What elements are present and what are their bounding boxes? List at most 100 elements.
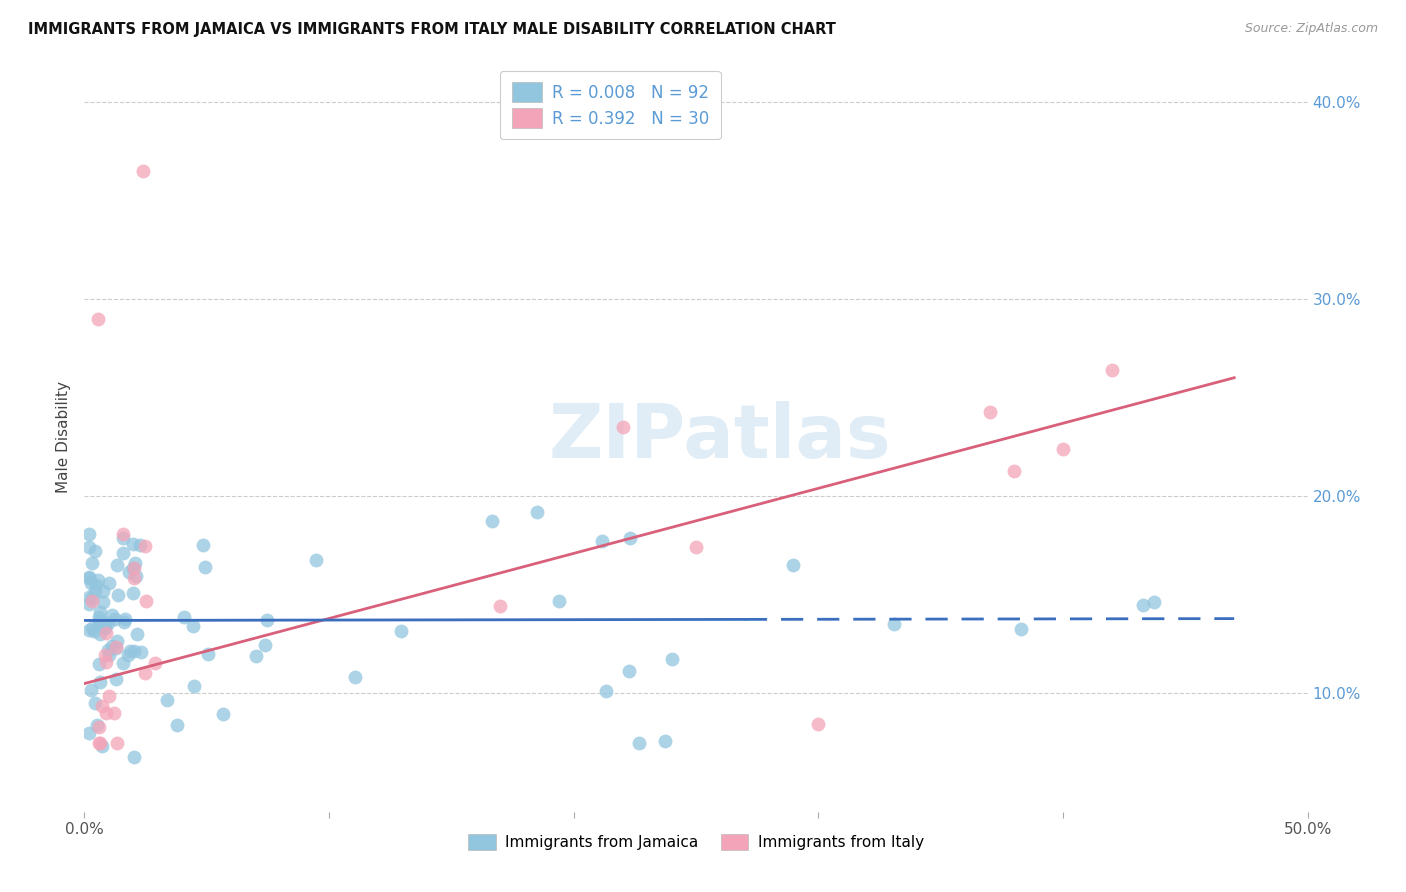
Point	[98, 689, 121, 703]
Point	[481, 514, 503, 528]
Point	[87, 311, 110, 326]
Y-axis label: Male Disability: Male Disability	[56, 381, 72, 493]
Point	[1132, 598, 1154, 612]
Point	[118, 566, 141, 580]
Point	[77, 527, 100, 541]
Point	[129, 538, 152, 552]
Point	[91, 699, 114, 714]
Point	[548, 594, 571, 608]
Point	[77, 726, 100, 740]
Text: IMMIGRANTS FROM JAMAICA VS IMMIGRANTS FROM ITALY MALE DISABILITY CORRELATION CHA: IMMIGRANTS FROM JAMAICA VS IMMIGRANTS FR…	[28, 22, 837, 37]
Point	[125, 568, 148, 582]
Point	[80, 575, 103, 590]
Point	[117, 648, 139, 663]
Point	[134, 539, 156, 553]
Point	[77, 540, 100, 554]
Point	[94, 626, 117, 640]
Point	[782, 558, 804, 572]
Point	[389, 624, 412, 638]
Point	[114, 612, 136, 626]
Point	[1010, 622, 1032, 636]
Point	[111, 546, 134, 560]
Point	[105, 640, 128, 654]
Point	[101, 607, 124, 622]
Point	[121, 561, 143, 575]
Point	[1002, 464, 1025, 478]
Point	[89, 736, 111, 750]
Point	[101, 639, 124, 653]
Point	[121, 585, 143, 599]
Point	[94, 655, 117, 669]
Point	[979, 405, 1001, 419]
Point	[77, 597, 100, 611]
Point	[94, 621, 117, 635]
Legend: Immigrants from Jamaica, Immigrants from Italy: Immigrants from Jamaica, Immigrants from…	[463, 829, 929, 856]
Point	[87, 720, 110, 734]
Point	[122, 571, 145, 585]
Point	[1143, 595, 1166, 609]
Point	[112, 615, 135, 630]
Point	[595, 684, 617, 698]
Point	[89, 675, 111, 690]
Point	[685, 540, 707, 554]
Point	[105, 736, 128, 750]
Point	[87, 610, 110, 624]
Point	[83, 624, 105, 639]
Point	[124, 556, 146, 570]
Point	[619, 531, 641, 545]
Point	[127, 626, 149, 640]
Point	[591, 533, 613, 548]
Point	[143, 656, 166, 670]
Point	[183, 679, 205, 693]
Point	[91, 739, 114, 753]
Point	[107, 588, 129, 602]
Point	[97, 616, 120, 631]
Text: Source: ZipAtlas.com: Source: ZipAtlas.com	[1244, 22, 1378, 36]
Point	[94, 706, 117, 721]
Point	[91, 595, 114, 609]
Point	[156, 693, 179, 707]
Point	[883, 617, 905, 632]
Point	[94, 620, 117, 634]
Point	[211, 707, 233, 722]
Point	[193, 538, 215, 552]
Point	[84, 578, 107, 592]
Point	[77, 570, 100, 584]
Point	[86, 718, 108, 732]
Text: ZIPatlas: ZIPatlas	[550, 401, 891, 474]
Point	[87, 736, 110, 750]
Point	[87, 615, 110, 629]
Point	[104, 641, 127, 656]
Point	[197, 647, 219, 661]
Point	[104, 612, 127, 626]
Point	[80, 682, 103, 697]
Point	[97, 576, 120, 591]
Point	[77, 624, 100, 638]
Point	[118, 644, 141, 658]
Point	[181, 619, 204, 633]
Point	[256, 613, 278, 627]
Point	[1101, 363, 1123, 377]
Point	[194, 560, 217, 574]
Point	[89, 615, 111, 629]
Point	[89, 605, 111, 619]
Point	[84, 544, 107, 558]
Point	[619, 665, 641, 679]
Point	[132, 164, 155, 178]
Point	[112, 531, 135, 545]
Point	[82, 594, 104, 608]
Point	[94, 648, 117, 662]
Point	[654, 733, 676, 747]
Point	[105, 634, 128, 648]
Point	[245, 649, 267, 664]
Point	[89, 657, 111, 672]
Point	[1052, 442, 1074, 456]
Point	[135, 594, 157, 608]
Point	[97, 643, 120, 657]
Point	[254, 638, 277, 652]
Point	[122, 537, 145, 551]
Point	[526, 505, 548, 519]
Point	[91, 584, 114, 599]
Point	[103, 706, 125, 721]
Point	[105, 558, 128, 573]
